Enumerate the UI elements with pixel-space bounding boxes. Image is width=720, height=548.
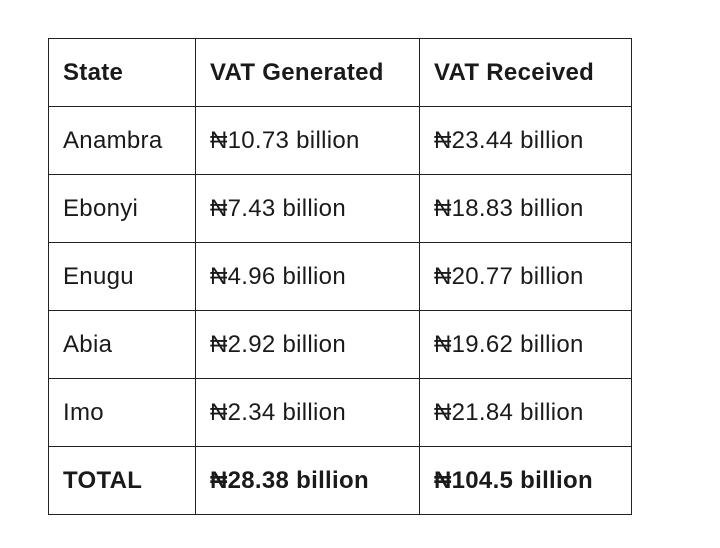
table-row: Anambra ₦10.73 billion ₦23.44 billion (48, 106, 632, 175)
state-cell: Enugu (48, 242, 196, 311)
vat-generated-cell: ₦2.92 billion (195, 310, 420, 379)
state-cell: Imo (48, 378, 196, 447)
table-row: Enugu ₦4.96 billion ₦20.77 billion (48, 242, 632, 311)
header-vat-generated: VAT Generated (195, 38, 420, 107)
table-row: Ebonyi ₦7.43 billion ₦18.83 billion (48, 174, 632, 243)
vat-received-cell: ₦18.83 billion (419, 174, 632, 243)
vat-generated-cell: ₦7.43 billion (195, 174, 420, 243)
total-vat-generated-cell: ₦28.38 billion (195, 446, 420, 515)
total-label-cell: TOTAL (48, 446, 196, 515)
vat-received-cell: ₦20.77 billion (419, 242, 632, 311)
vat-generated-cell: ₦10.73 billion (195, 106, 420, 175)
header-state: State (48, 38, 196, 107)
vat-received-cell: ₦19.62 billion (419, 310, 632, 379)
table-header-row: State VAT Generated VAT Received (48, 38, 632, 107)
vat-table: State VAT Generated VAT Received Anambra… (48, 38, 632, 515)
table-row: Abia ₦2.92 billion ₦19.62 billion (48, 310, 632, 379)
total-row: TOTAL ₦28.38 billion ₦104.5 billion (48, 446, 632, 515)
state-cell: Ebonyi (48, 174, 196, 243)
table-row: Imo ₦2.34 billion ₦21.84 billion (48, 378, 632, 447)
vat-generated-cell: ₦2.34 billion (195, 378, 420, 447)
header-vat-received: VAT Received (419, 38, 632, 107)
vat-generated-cell: ₦4.96 billion (195, 242, 420, 311)
vat-received-cell: ₦23.44 billion (419, 106, 632, 175)
total-vat-received-cell: ₦104.5 billion (419, 446, 632, 515)
state-cell: Abia (48, 310, 196, 379)
vat-received-cell: ₦21.84 billion (419, 378, 632, 447)
state-cell: Anambra (48, 106, 196, 175)
